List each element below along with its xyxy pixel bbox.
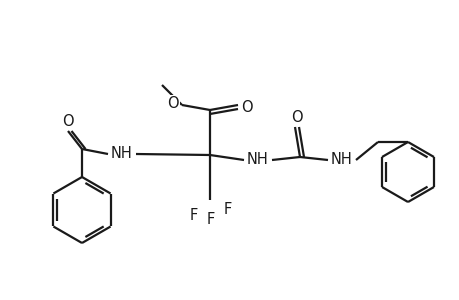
Text: O: O <box>62 115 73 130</box>
Text: O: O <box>167 95 179 110</box>
Text: O: O <box>291 110 302 124</box>
Text: O: O <box>241 100 252 115</box>
Text: F: F <box>207 212 215 227</box>
Text: NH: NH <box>111 146 133 161</box>
Text: F: F <box>224 202 232 217</box>
Text: NH: NH <box>330 152 352 167</box>
Text: NH: NH <box>246 152 269 167</box>
Text: F: F <box>190 208 198 224</box>
